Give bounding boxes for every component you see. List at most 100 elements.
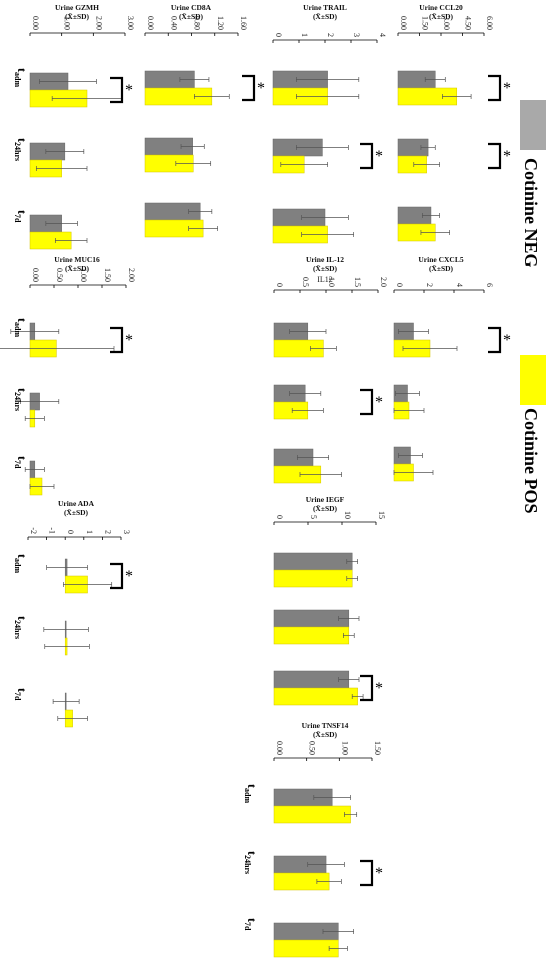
bar-pos-adm: [273, 805, 351, 824]
significance-star: *: [125, 82, 133, 99]
significance-bracket: [110, 76, 124, 104]
x-tick-label: 5: [309, 515, 318, 519]
significance-star: *: [125, 332, 133, 349]
chart-ccl20: Urine CCL20(X̄±SD) 0.00 1.50 3.00 4.50 6.00 * *: [397, 3, 511, 242]
chart-title: Urine TNSF14: [302, 721, 349, 730]
chart-title: Urine CCL20: [419, 3, 463, 12]
significance-star: *: [503, 80, 511, 97]
legend: Cotinine NEG Cotinine POS: [520, 100, 546, 514]
significance-star: *: [375, 394, 383, 411]
x-tick-label: 1.50: [373, 741, 382, 755]
chart-trail: Urine TRAIL(X̄±SD) 0 1 2 3 4 *: [272, 3, 387, 244]
x-tick-label: 3: [352, 33, 361, 37]
x-tick-label: 1.50: [103, 268, 112, 282]
chart-title: Urine CXCL5: [418, 255, 463, 264]
legend-swatch-neg: [520, 100, 546, 150]
x-tick-label: 0.50: [308, 741, 317, 755]
x-tick-label: 0: [395, 283, 404, 287]
x-tick-label: 0.00: [275, 741, 284, 755]
x-tick-label: 1.0: [327, 277, 336, 287]
chart-iegf: Urine IEGF(X̄±SD) 0 5 10 15 *: [273, 495, 386, 706]
chart-gzmh: Urine GZMH(X̄±SD) 0.00 1.00 2.00 3.00 tadm * t2…: [13, 3, 135, 250]
chart-title: Urine ADA: [58, 499, 95, 508]
x-tick-label: 0.00: [31, 16, 40, 30]
significance-star: *: [375, 865, 383, 882]
bar-pos-24hrs: [273, 626, 350, 645]
category-label-adm: tadm: [13, 68, 29, 87]
chart-ada: Urine ADA(X̄±SD) -2 -1 0 1 2 3 tadm * t24hrs t7d: [13, 499, 133, 728]
significance-bracket: [360, 674, 374, 702]
chart-panels: Urine GZMH (X̄±SD) 0.00 1.0 0 2.00 3.00 tadm * t2…: [0, 3, 511, 958]
x-tick-label: 0.00: [399, 16, 408, 30]
chart-subtitle: (X̄±SD): [429, 12, 454, 21]
chart-cd8a: Urine CD8A(X̄±SD) 0.00 0.40 0.80 1.20 1.60 *: [144, 3, 265, 238]
x-tick-label: 2: [326, 33, 335, 37]
chart-tnsf14: Urine TNSF14(X̄±SD) 0.00 0.50 1.00 1.50 tadm t…: [243, 721, 383, 958]
chart-extra-label: IL12: [317, 275, 333, 284]
x-tick-label: 0.5: [301, 277, 310, 287]
category-label-7d: t7d: [13, 210, 29, 223]
chart-title: Urine GZMH: [55, 3, 99, 12]
x-tick-label: 0.00: [31, 268, 40, 282]
x-tick-label: 6.00: [485, 16, 494, 30]
chart-title: Urine IEGF: [306, 495, 345, 504]
chart-muc16: Urine MUC16(X̄±SD) 0.00 0.50 1.00 1.50 2.00 ta…: [0, 255, 136, 496]
x-tick-label: 2: [103, 530, 112, 534]
x-tick-label: 6: [485, 283, 494, 287]
x-tick-label: 3.00: [442, 16, 451, 30]
x-tick-label: 1.5: [353, 277, 362, 287]
category-label-adm: tadm: [13, 318, 29, 337]
chart-title: Urine TRAIL: [303, 3, 347, 12]
x-tick-label: 0.00: [146, 16, 155, 30]
chart-il12: Urine IL-12(X̄±SD) IL12 0 0.5 1.0 1.5 2.0 *: [273, 255, 388, 484]
category-label-24hrs: t24hrs: [13, 138, 29, 161]
significance-bracket: [110, 326, 124, 354]
chart-subtitle: (X̄±SD): [64, 508, 89, 517]
x-tick-label: 2: [425, 283, 434, 287]
x-tick-label: 3.00: [126, 16, 135, 30]
x-tick-label: -2: [29, 527, 38, 534]
x-tick-label: 1.60: [239, 16, 248, 30]
chart-subtitle: (X̄±SD): [429, 264, 454, 273]
x-tick-label: 0.50: [55, 268, 64, 282]
x-tick-label: 1: [85, 530, 94, 534]
chart-subtitle: (X̄±SD): [313, 264, 338, 273]
x-tick-label: 1.20: [216, 16, 225, 30]
significance-bracket: [488, 142, 502, 170]
x-tick-label: 1.50: [421, 16, 430, 30]
x-tick-label: -1: [48, 527, 57, 534]
x-tick-label: 0.80: [193, 16, 202, 30]
significance-bracket: [488, 326, 502, 354]
x-tick-label: 0: [275, 515, 284, 519]
chart-title: Urine IL-12: [306, 255, 344, 264]
significance-bracket: [110, 562, 124, 590]
significance-bracket: [360, 859, 374, 887]
category-label-7d: t7d: [13, 688, 29, 701]
category-label-24hrs: t24hrs: [243, 851, 259, 874]
x-tick-label: 2.00: [127, 268, 136, 282]
bar-neg-24hrs: [273, 609, 350, 628]
legend-label-pos: Cotinine POS: [521, 408, 541, 514]
bar-neg-7d: [273, 670, 350, 689]
significance-star: *: [375, 148, 383, 165]
chart-title: Urine MUC16: [54, 255, 100, 264]
significance-star: *: [503, 332, 511, 349]
legend-swatch-pos: [520, 355, 546, 405]
chart-subtitle: (X̄±SD): [313, 730, 338, 739]
chart-subtitle: (X̄±SD): [65, 264, 90, 273]
significance-star: *: [257, 80, 265, 97]
chart-subtitle: (X̄±SD): [313, 504, 338, 513]
x-tick-label: 3: [122, 530, 131, 534]
bar-pos-adm: [273, 569, 353, 588]
bar-pos-7d: [273, 939, 339, 958]
x-tick-label: 0.40: [169, 16, 178, 30]
x-tick-label: 0: [66, 530, 75, 534]
x-tick-label: 0: [274, 33, 283, 37]
x-tick-label: 4: [455, 283, 464, 287]
chart-subtitle: (X̄±SD): [313, 12, 338, 21]
x-tick-label: 15: [377, 511, 386, 519]
category-label-24hrs: t24hrs: [13, 616, 29, 639]
category-label-adm: tadm: [13, 554, 29, 573]
significance-bracket: [242, 74, 256, 102]
